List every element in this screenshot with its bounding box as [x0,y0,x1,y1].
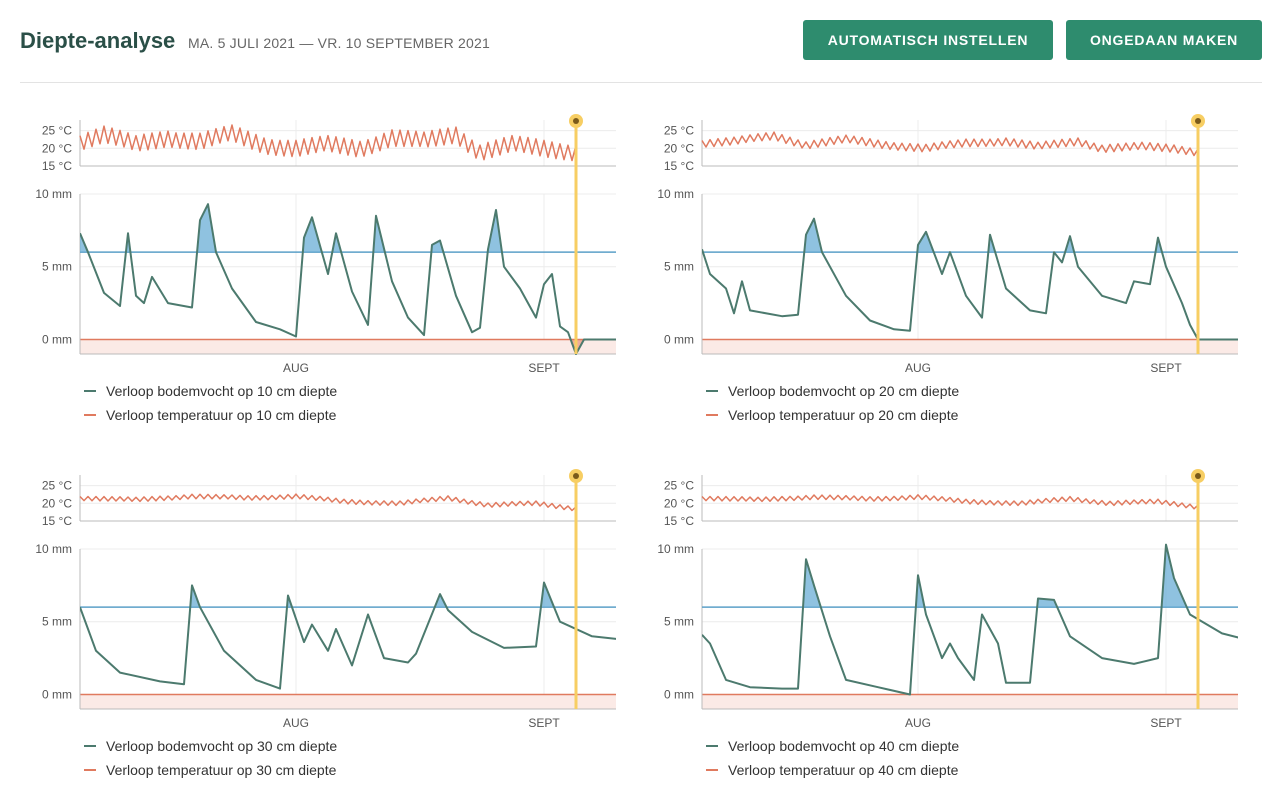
depth-chart-40cm: 25 °C 20 °C 15 °C 10 mm 5 mm 0 mm AUG SEPT Verl… [642,463,1252,793]
dry-zone [80,694,616,709]
moisture-tick-label: 0 mm [664,687,694,701]
temperature-series-line [79,493,577,512]
legend-label-temperature: Verloop temperatuur op 10 cm diepte [106,407,337,423]
temp-tick-label: 15 °C [664,159,694,173]
chart-svg: 25 °C 20 °C 15 °C 10 mm 5 mm 0 mm AUG SEPT [35,469,616,730]
x-tick-label: AUG [283,361,309,375]
moisture-tick-label: 5 mm [664,260,694,274]
legend-item-temperature[interactable]: Verloop temperatuur op 40 cm diepte [706,762,958,778]
temp-tick-label: 25 °C [42,124,72,138]
legend-item-moisture[interactable]: Verloop bodemvocht op 10 cm diepte [84,383,337,399]
temp-tick-label: 15 °C [664,514,694,528]
legend-swatch-temperature [706,769,718,772]
depth-chart-30cm: 25 °C 20 °C 15 °C 10 mm 5 mm 0 mm AUG SEPT Verl… [20,463,630,793]
moisture-tick-label: 0 mm [664,332,694,346]
moisture-series-line [80,581,616,690]
temp-tick-label: 25 °C [664,124,694,138]
legend-label-moisture: Verloop bodemvocht op 20 cm diepte [728,383,960,399]
legend-swatch-temperature [706,414,718,417]
temp-tick-label: 20 °C [664,141,694,155]
moisture-tick-label: 5 mm [42,260,72,274]
temperature-series-line [79,124,577,162]
moisture-series-line [702,543,1238,696]
legend-item-moisture[interactable]: Verloop bodemvocht op 20 cm diepte [706,383,959,399]
temp-tick-label: 25 °C [42,479,72,493]
chart-svg: 25 °C 20 °C 15 °C 10 mm 5 mm 0 mm AUG SEPT [657,114,1238,375]
moisture-tick-label: 0 mm [42,332,72,346]
legend-item-temperature[interactable]: Verloop temperatuur op 30 cm diepte [84,762,336,778]
depth-chart-10cm: 25 °C 20 °C 15 °C 10 mm 5 mm 0 mm AUG SEPT Verl… [20,108,630,438]
chart-svg: 25 °C 20 °C 15 °C 10 mm 5 mm 0 mm AUG SEPT [657,469,1238,730]
above-threshold-fill [803,544,1187,608]
chart-svg: 25 °C 20 °C 15 °C 10 mm 5 mm 0 mm AUG SEPT [35,114,616,375]
moisture-tick-label: 5 mm [664,615,694,629]
legend-swatch-temperature [84,414,96,417]
moisture-tick-label: 5 mm [42,615,72,629]
dry-zone [702,694,1238,709]
temp-tick-label: 15 °C [42,514,72,528]
moisture-series-line [702,217,1238,341]
legend-item-temperature[interactable]: Verloop temperatuur op 10 cm diepte [84,407,336,423]
moisture-series-line [80,203,616,355]
x-tick-label: SEPT [1150,361,1182,375]
page-title: Diepte-analyse [20,28,176,53]
date-marker-handle-dot [573,473,579,479]
above-threshold-fill [190,582,555,608]
legend-label-moisture: Verloop bodemvocht op 30 cm diepte [106,738,338,754]
legend-label-temperature: Verloop temperatuur op 30 cm diepte [106,762,337,778]
temp-tick-label: 20 °C [664,496,694,510]
x-tick-label: AUG [905,361,931,375]
legend-item-temperature[interactable]: Verloop temperatuur op 20 cm diepte [706,407,958,423]
date-range: MA. 5 JULI 2021 — VR. 10 SEPTEMBER 2021 [188,35,490,51]
temperature-series-line [701,131,1199,157]
moisture-tick-label: 0 mm [42,687,72,701]
moisture-tick-label: 10 mm [657,187,694,201]
date-marker-handle-dot [1195,118,1201,124]
x-tick-label: SEPT [528,716,560,730]
legend-swatch-moisture [84,745,96,748]
temperature-series-line [701,494,1199,510]
legend-swatch-moisture [706,390,718,393]
legend-label-moisture: Verloop bodemvocht op 40 cm diepte [728,738,960,754]
date-marker-handle-dot [1195,473,1201,479]
legend-swatch-moisture [706,745,718,748]
date-marker-handle-dot [573,118,579,124]
x-tick-label: SEPT [528,361,560,375]
above-threshold-fill [702,218,1163,253]
temp-tick-label: 20 °C [42,496,72,510]
undo-button[interactable]: ONGEDAAN MAKEN [1066,20,1262,60]
legend-swatch-moisture [84,390,96,393]
dry-zone [80,339,616,354]
x-tick-label: AUG [905,716,931,730]
temp-tick-label: 20 °C [42,141,72,155]
legend-label-temperature: Verloop temperatuur op 20 cm diepte [728,407,959,423]
legend-label-temperature: Verloop temperatuur op 40 cm diepte [728,762,959,778]
moisture-tick-label: 10 mm [35,542,72,556]
auto-configure-button[interactable]: AUTOMATISCH INSTELLEN [803,20,1053,60]
moisture-tick-label: 10 mm [657,542,694,556]
x-tick-label: SEPT [1150,716,1182,730]
temp-tick-label: 15 °C [42,159,72,173]
x-tick-label: AUG [283,716,309,730]
page-header: Diepte-analyse MA. 5 JULI 2021 — VR. 10 … [20,0,1262,83]
legend-label-moisture: Verloop bodemvocht op 10 cm diepte [106,383,338,399]
legend-item-moisture[interactable]: Verloop bodemvocht op 40 cm diepte [706,738,959,754]
depth-chart-20cm: 25 °C 20 °C 15 °C 10 mm 5 mm 0 mm AUG SEPT Verl… [642,108,1252,438]
dry-zone [702,339,1238,354]
legend-item-moisture[interactable]: Verloop bodemvocht op 30 cm diepte [84,738,337,754]
moisture-tick-label: 10 mm [35,187,72,201]
legend-swatch-temperature [84,769,96,772]
temp-tick-label: 25 °C [664,479,694,493]
